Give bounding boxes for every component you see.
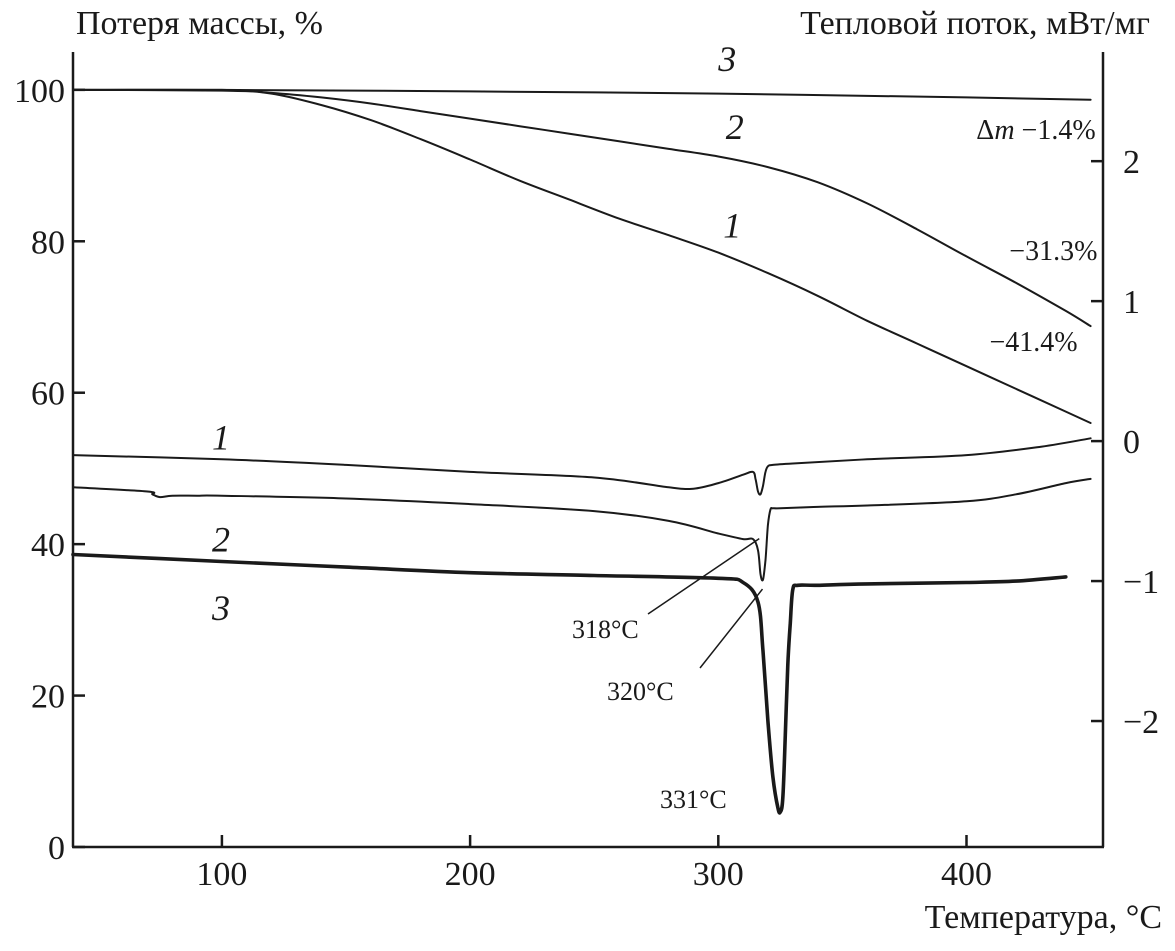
peak-label-318: 318°C <box>572 615 639 644</box>
curve-label-tg-3: 3 <box>717 39 736 79</box>
right-tick-label-2: 2 <box>1123 144 1140 181</box>
x-tick-label-100: 100 <box>196 856 247 893</box>
curve-label-dsc-2: 2 <box>212 520 230 560</box>
leader-318 <box>647 538 760 615</box>
right-axis-title: Тепловой поток, мВт/мг <box>800 5 1150 42</box>
tg-curve-3 <box>72 88 1092 101</box>
left-tick-label-80: 80 <box>31 224 65 261</box>
right-y-ticks: −2 −1 0 1 2 <box>1091 144 1159 741</box>
leader-320 <box>699 588 764 669</box>
peak-leader-lines <box>647 538 764 669</box>
left-axis-title: Потеря массы, % <box>76 5 323 42</box>
curve-label-tg-1: 1 <box>723 206 741 246</box>
curve-label-tg-2: 2 <box>726 107 744 147</box>
left-y-ticks: 0 20 40 60 80 100 <box>14 73 85 867</box>
left-tick-label-60: 60 <box>31 376 65 413</box>
x-tick-label-300: 300 <box>693 856 744 893</box>
annotation-mass-loss-2: −31.3% <box>1009 236 1097 267</box>
tg-curve-1 <box>72 88 1092 424</box>
peak-label-331: 331°C <box>660 785 727 814</box>
right-tick-label-0: 0 <box>1123 424 1140 461</box>
annotation-mass-loss-1: −41.4% <box>989 327 1077 358</box>
curve-label-dsc-1: 1 <box>212 418 230 458</box>
x-tick-label-200: 200 <box>445 856 496 893</box>
peak-label-320: 320°C <box>607 677 674 706</box>
left-tick-label-0: 0 <box>48 830 65 867</box>
right-tick-label--1: −1 <box>1123 564 1159 601</box>
left-tick-label-40: 40 <box>31 527 65 564</box>
x-ticks: 100 200 300 400 <box>196 835 992 893</box>
right-tick-label-1: 1 <box>1123 284 1140 321</box>
dsc-curve-1 <box>72 437 1092 496</box>
left-tick-label-20: 20 <box>31 679 65 716</box>
dsc-curve-3 <box>71 552 1068 815</box>
x-axis-title: Температура, °C <box>925 899 1162 936</box>
x-tick-label-400: 400 <box>941 856 992 893</box>
right-tick-label--2: −2 <box>1123 704 1159 741</box>
curves <box>71 88 1092 815</box>
tg-curve-2 <box>72 88 1092 328</box>
dsc-curve-2 <box>72 477 1092 582</box>
annotation-mass-loss-3: Δm −1.4% <box>976 115 1095 146</box>
left-tick-label-100: 100 <box>14 73 65 110</box>
curve-label-dsc-3: 3 <box>211 588 230 628</box>
